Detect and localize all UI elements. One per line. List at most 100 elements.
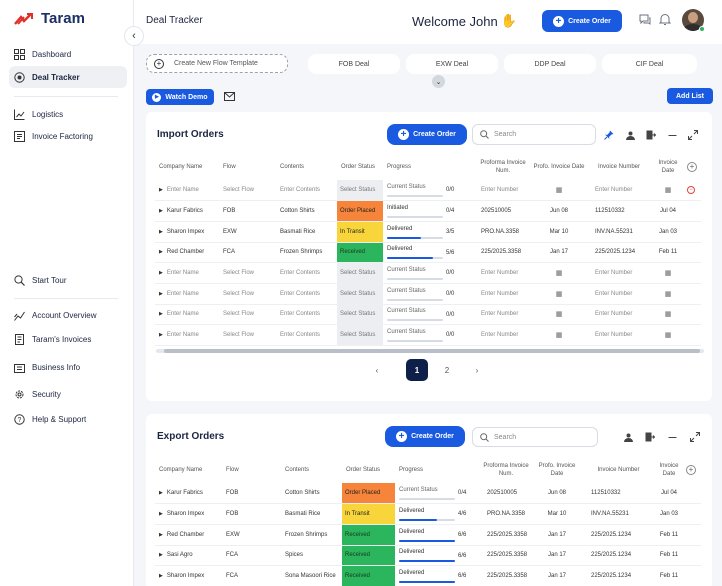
- proforma-date-cell[interactable]: Mar 10: [529, 503, 581, 525]
- flow-cell[interactable]: Select Flow: [219, 283, 276, 305]
- proforma-number-cell[interactable]: PRO.NA.3358: [479, 503, 529, 525]
- chat-icon[interactable]: [639, 14, 651, 28]
- flow-cell[interactable]: EXW: [219, 221, 276, 243]
- flow-cell[interactable]: FOB: [219, 200, 276, 222]
- sidebar-item-deal-tracker[interactable]: Deal Tracker: [9, 66, 127, 88]
- sidebar-item-taram-invoices[interactable]: Taram's Invoices: [9, 328, 127, 350]
- contents-cell[interactable]: Enter Contents: [276, 262, 337, 284]
- company-cell[interactable]: ▶ Red Chamber: [155, 242, 219, 264]
- contents-cell[interactable]: Enter Contents: [276, 324, 337, 346]
- table-row[interactable]: ▶ Red Chamber FCA Frozen Shrimps Received Del…: [155, 242, 701, 264]
- invoice-number-cell[interactable]: 112510332: [585, 200, 649, 222]
- expand-templates-button[interactable]: ⌄: [432, 75, 445, 88]
- scrollbar-thumb[interactable]: [164, 349, 700, 353]
- expand-row-icon[interactable]: ▶: [159, 290, 163, 297]
- export-search-input[interactable]: Search: [472, 427, 598, 447]
- company-cell[interactable]: ▶ Enter Name: [155, 304, 219, 326]
- contents-cell[interactable]: Enter Contents: [276, 283, 337, 305]
- proforma-date-cell[interactable]: Jan 17: [529, 565, 581, 586]
- proforma-date-cell[interactable]: Jan 17: [529, 524, 581, 546]
- flow-cell[interactable]: FOB: [222, 483, 281, 505]
- template-exw-deal[interactable]: EXW Deal: [406, 54, 498, 74]
- page-button-1[interactable]: 1: [406, 359, 428, 381]
- table-row[interactable]: ▶ Enter Name Select Flow Enter Contents Sele…: [155, 324, 701, 346]
- invoice-date-cell[interactable]: Jan 03: [652, 503, 682, 525]
- proforma-date-cell[interactable]: Jun 08: [529, 200, 585, 222]
- invoice-date-cell[interactable]: Jan 03: [649, 221, 683, 243]
- table-row[interactable]: ▶ Karur Fabrics FOB Cotton Shirts Order Plac…: [155, 483, 701, 505]
- proforma-number-cell[interactable]: PRO.NA.3358: [473, 221, 529, 243]
- template-ddp-deal[interactable]: DDP Deal: [504, 54, 596, 74]
- table-row[interactable]: ▶ Karur Fabrics FOB Cotton Shirts Order Plac…: [155, 200, 701, 222]
- invoice-date-cell[interactable]: ▦: [649, 283, 683, 305]
- status-badge[interactable]: Received: [342, 524, 395, 546]
- proforma-date-cell[interactable]: ▦: [529, 262, 585, 284]
- flow-cell[interactable]: Select Flow: [219, 304, 276, 326]
- invoice-number-cell[interactable]: INV.NA.55231: [585, 221, 649, 243]
- invoice-date-cell[interactable]: Jul 04: [652, 483, 682, 505]
- expand-row-icon[interactable]: ▶: [159, 332, 163, 339]
- sidebar-item-invoice-factoring[interactable]: Invoice Factoring: [9, 125, 127, 147]
- proforma-number-cell[interactable]: 225/2025.3358: [479, 524, 529, 546]
- flow-cell[interactable]: FOB: [222, 503, 281, 525]
- company-cell[interactable]: ▶ Enter Name: [155, 283, 219, 305]
- invoice-date-cell[interactable]: ▦: [649, 304, 683, 326]
- mail-icon[interactable]: [224, 91, 236, 105]
- company-cell[interactable]: ▶ Sharon Impex: [155, 221, 219, 243]
- invoice-number-cell[interactable]: 225/2025.1234: [585, 242, 649, 264]
- proforma-date-cell[interactable]: Mar 10: [529, 221, 585, 243]
- status-badge[interactable]: Received: [342, 545, 395, 567]
- expand-icon[interactable]: [686, 128, 700, 142]
- proforma-number-cell[interactable]: Enter Number: [473, 304, 529, 326]
- proforma-number-cell[interactable]: 225/2025.3358: [479, 545, 529, 567]
- invoice-date-cell[interactable]: Feb 11: [652, 565, 682, 586]
- proforma-date-cell[interactable]: Jan 17: [529, 242, 585, 264]
- company-cell[interactable]: ▶ Enter Name: [155, 324, 219, 346]
- expand-icon[interactable]: [688, 430, 702, 444]
- expand-row-icon[interactable]: ▶: [159, 228, 163, 235]
- sidebar-item-security[interactable]: Security: [9, 383, 127, 405]
- expand-row-icon[interactable]: ▶: [159, 187, 163, 194]
- status-badge[interactable]: Select Status: [337, 262, 383, 284]
- contents-cell[interactable]: Basmati Rice: [276, 221, 337, 243]
- status-badge[interactable]: Select Status: [337, 283, 383, 305]
- minimize-icon[interactable]: [665, 430, 679, 444]
- proforma-number-cell[interactable]: Enter Number: [473, 262, 529, 284]
- add-column-button[interactable]: +: [682, 456, 701, 483]
- export-file-icon[interactable]: [643, 430, 657, 444]
- expand-row-icon[interactable]: ▶: [159, 490, 163, 497]
- invoice-number-cell[interactable]: Enter Number: [585, 324, 649, 346]
- company-cell[interactable]: ▶ Karur Fabrics: [155, 483, 222, 505]
- contents-cell[interactable]: Enter Contents: [276, 304, 337, 326]
- status-badge[interactable]: In Transit: [342, 503, 395, 525]
- import-search-input[interactable]: Search: [472, 124, 596, 145]
- status-badge[interactable]: Select Status: [337, 180, 383, 202]
- sidebar-item-business-info[interactable]: Business Info: [9, 356, 127, 378]
- users-icon[interactable]: [621, 430, 635, 444]
- invoice-date-cell[interactable]: Feb 11: [652, 545, 682, 567]
- sidebar-item-help-support[interactable]: ? Help & Support: [9, 408, 127, 430]
- table-row[interactable]: ▶ Sharon Impex FCA Sona Masoori Rice Receive…: [155, 565, 701, 586]
- users-icon[interactable]: [623, 128, 637, 142]
- flow-cell[interactable]: FCA: [222, 545, 281, 567]
- collapse-sidebar-button[interactable]: ‹: [124, 26, 144, 46]
- sidebar-item-start-tour[interactable]: Start Tour: [9, 269, 127, 291]
- pin-icon[interactable]: [602, 128, 616, 142]
- sidebar-item-dashboard[interactable]: Dashboard: [9, 43, 127, 65]
- table-row[interactable]: ▶ Sharon Impex FOB Basmati Rice In Transit De…: [155, 503, 701, 525]
- expand-row-icon[interactable]: ▶: [159, 208, 163, 215]
- invoice-number-cell[interactable]: 225/2025.1234: [581, 545, 652, 567]
- company-cell[interactable]: ▶ Karur Fabrics: [155, 200, 219, 222]
- expand-row-icon[interactable]: ▶: [159, 511, 163, 518]
- status-badge[interactable]: Select Status: [337, 324, 383, 346]
- invoice-number-cell[interactable]: 225/2025.1234: [581, 565, 652, 586]
- invoice-number-cell[interactable]: Enter Number: [585, 180, 649, 202]
- expand-row-icon[interactable]: ▶: [159, 249, 163, 256]
- contents-cell[interactable]: Cotton Shirts: [281, 483, 342, 505]
- invoice-date-cell[interactable]: ▦: [649, 262, 683, 284]
- table-row[interactable]: ▶ Enter Name Select Flow Enter Contents Sele…: [155, 262, 701, 284]
- contents-cell[interactable]: Frozen Shrimps: [276, 242, 337, 264]
- invoice-date-cell[interactable]: ▦: [649, 180, 683, 202]
- expand-row-icon[interactable]: ▶: [159, 531, 163, 538]
- table-row[interactable]: ▶ Enter Name Select Flow Enter Contents Sele…: [155, 283, 701, 305]
